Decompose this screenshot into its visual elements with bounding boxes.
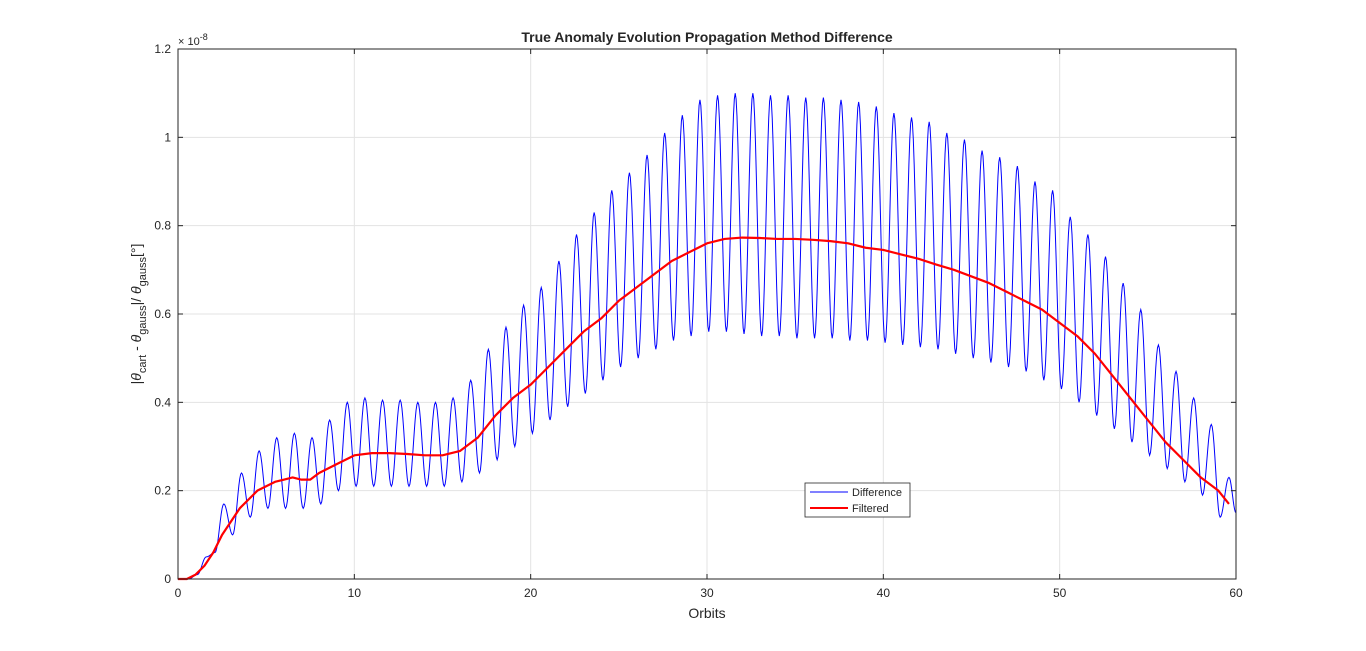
x-tick-label: 10 — [348, 586, 362, 600]
y-tick-label: 0.6 — [154, 307, 171, 321]
y-tick-label: 1.2 — [154, 42, 171, 56]
y-tick-label: 0.8 — [154, 219, 171, 233]
x-tick-label: 40 — [877, 586, 891, 600]
y-tick-label: 0.4 — [154, 395, 171, 409]
y-label-open: | — [128, 381, 144, 385]
y-exponent-power: -8 — [200, 32, 208, 42]
legend-label-filtered: Filtered — [852, 503, 889, 515]
y-tick-label: 1 — [164, 130, 171, 144]
y-tick-label: 0.2 — [154, 484, 171, 498]
y-tick-label: 0 — [164, 572, 171, 586]
y-label-minus: - — [128, 342, 144, 354]
series-difference-line — [179, 93, 1237, 580]
chart-title: True Anomaly Evolution Propagation Metho… — [521, 29, 893, 45]
legend-label-difference: Difference — [852, 487, 902, 499]
ticks: 0 10 20 30 40 50 60 0 0.2 0.4 0.6 0.8 1 1.2 — [154, 42, 1243, 600]
y-exponent-base: × 10 — [178, 36, 200, 48]
legend-box — [804, 482, 911, 518]
y-label-sub-gauss-1: gauss — [137, 305, 149, 335]
y-label-sub-gauss-2: gauss — [137, 256, 149, 286]
x-tick-label: 30 — [700, 586, 714, 600]
y-label-theta-2: θ — [128, 334, 144, 342]
y-label-sub-cart: cart — [137, 355, 149, 373]
x-tick-label: 0 — [175, 586, 182, 600]
y-label-theta-3: θ — [128, 286, 144, 294]
y-label-tail: [°] — [128, 244, 144, 257]
x-tick-label: 60 — [1229, 586, 1243, 600]
y-label-mid: |/ — [128, 294, 144, 305]
x-tick-label: 50 — [1053, 586, 1067, 600]
y-label-theta-1: θ — [128, 373, 144, 381]
x-tick-label: 20 — [524, 586, 538, 600]
y-axis-label: |θcart - θgauss|/ θgauss[°] — [128, 244, 149, 385]
y-exponent-label: × 10-8 — [178, 32, 208, 48]
x-axis-label: Orbits — [688, 605, 725, 621]
series-filtered-line — [178, 236, 1230, 581]
legend: Difference Filtered — [804, 482, 911, 518]
series-layer — [178, 93, 1237, 581]
